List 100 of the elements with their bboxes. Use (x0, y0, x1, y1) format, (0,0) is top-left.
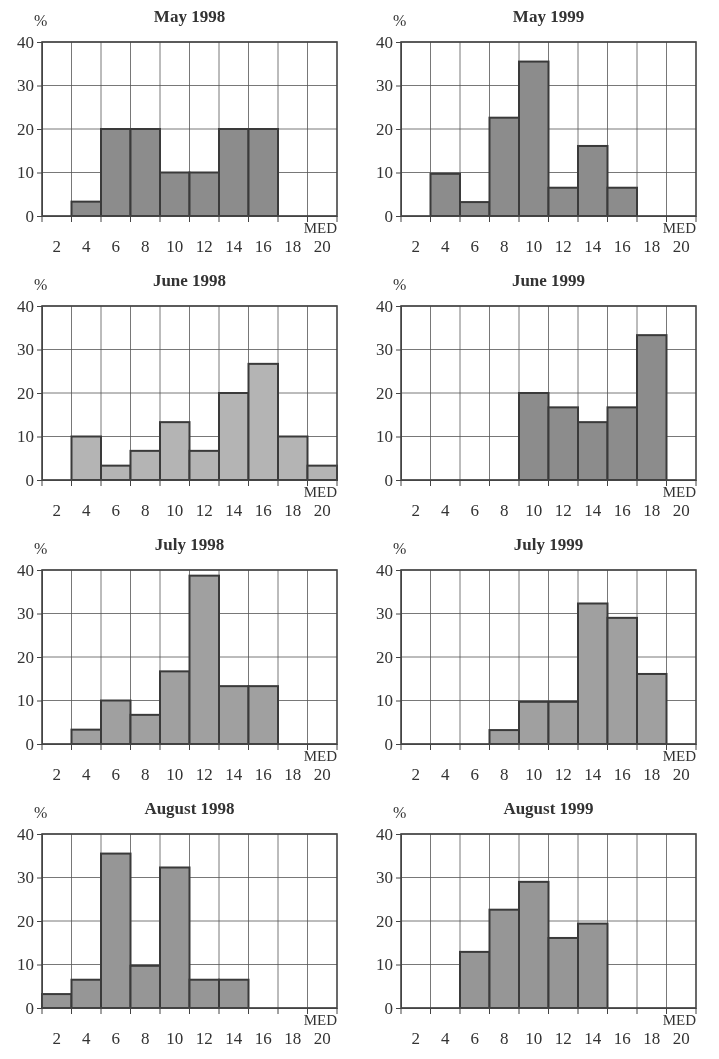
y-tick-label: 10 (376, 955, 393, 975)
y-tick-label: 30 (376, 76, 393, 96)
y-tick-label: 20 (376, 119, 393, 139)
y-tick-label: 0 (384, 998, 393, 1018)
chart-title: May 1998 (153, 7, 226, 26)
x-tick-label: 8 (141, 1029, 150, 1049)
x-tick-label: 20 (313, 501, 331, 521)
y-tick-label: 20 (376, 911, 393, 931)
x-axis-title: MED (662, 484, 697, 500)
x-tick-label: 6 (111, 501, 120, 521)
x-tick-label: 10 (166, 765, 184, 785)
y-tick-label: 40 (376, 296, 393, 316)
y-tick-label: 20 (17, 383, 34, 403)
x-tick-label: 10 (525, 237, 543, 257)
x-axis-title: MED (303, 220, 338, 236)
x-tick-label: 6 (470, 1029, 479, 1049)
x-tick-label: 14 (225, 765, 243, 785)
x-tick-label: 20 (672, 1029, 690, 1049)
chart-title: June 1999 (511, 271, 586, 290)
x-tick-label: 18 (284, 765, 302, 785)
y-tick-label: 30 (376, 868, 393, 888)
x-tick-label: 14 (584, 501, 602, 521)
x-tick-label: 14 (225, 237, 243, 257)
x-axis-title: MED (662, 220, 697, 236)
x-tick-label: 18 (643, 237, 661, 257)
y-tick-label: 0 (25, 470, 34, 490)
x-tick-label: 8 (141, 765, 150, 785)
x-tick-label: 10 (525, 1029, 543, 1049)
x-axis-title: MED (303, 484, 338, 500)
y-tick-label: 0 (384, 734, 393, 754)
x-tick-label: 4 (82, 501, 91, 521)
y-axis-title: % (393, 12, 407, 29)
y-tick-label: 30 (376, 604, 393, 624)
x-tick-label: 20 (313, 237, 331, 257)
x-tick-label: 8 (500, 765, 509, 785)
x-tick-label: 6 (111, 1029, 120, 1049)
x-tick-label: 16 (613, 1029, 631, 1049)
y-tick-label: 20 (376, 383, 393, 403)
x-tick-label: 12 (554, 1029, 572, 1049)
x-tick-label: 14 (584, 237, 602, 257)
x-tick-label: 20 (313, 1029, 331, 1049)
y-tick-label: 10 (376, 163, 393, 183)
y-tick-label: 40 (17, 32, 34, 52)
x-tick-label: 2 (411, 765, 420, 785)
x-tick-label: 18 (284, 1029, 302, 1049)
y-axis-title: % (393, 540, 407, 557)
x-tick-label: 8 (141, 237, 150, 257)
x-tick-label: 10 (525, 501, 543, 521)
y-tick-label: 20 (17, 647, 34, 667)
y-tick-label: 0 (25, 998, 34, 1018)
x-tick-label: 8 (141, 501, 150, 521)
x-tick-label: 8 (500, 1029, 509, 1049)
x-tick-label: 16 (613, 501, 631, 521)
y-tick-label: 0 (384, 206, 393, 226)
chart-title: August 1998 (144, 799, 235, 818)
y-tick-label: 0 (25, 734, 34, 754)
x-tick-label: 6 (470, 237, 479, 257)
x-tick-label: 4 (82, 1029, 91, 1049)
x-tick-label: 20 (672, 501, 690, 521)
x-axis-title: MED (662, 748, 697, 764)
x-tick-label: 12 (554, 501, 572, 521)
y-tick-label: 40 (17, 560, 34, 580)
y-axis-title: % (393, 804, 407, 821)
chart-title: May 1999 (512, 7, 585, 26)
y-tick-label: 30 (376, 340, 393, 360)
x-tick-label: 18 (643, 765, 661, 785)
x-axis-title: MED (303, 748, 338, 764)
y-tick-label: 10 (376, 691, 393, 711)
y-tick-label: 40 (376, 32, 393, 52)
y-tick-label: 30 (17, 604, 34, 624)
x-tick-label: 12 (195, 501, 213, 521)
x-tick-label: 2 (411, 501, 420, 521)
y-tick-label: 20 (17, 119, 34, 139)
y-tick-label: 10 (376, 427, 393, 447)
y-tick-label: 10 (17, 427, 34, 447)
x-tick-label: 6 (470, 765, 479, 785)
y-tick-label: 40 (17, 296, 34, 316)
x-tick-label: 2 (52, 237, 61, 257)
x-tick-label: 10 (166, 501, 184, 521)
x-tick-label: 2 (411, 1029, 420, 1049)
x-tick-label: 8 (500, 501, 509, 521)
y-tick-label: 40 (376, 560, 393, 580)
x-tick-label: 14 (225, 501, 243, 521)
chart-title: July 1998 (154, 535, 225, 554)
y-tick-label: 10 (17, 955, 34, 975)
x-tick-label: 4 (441, 237, 450, 257)
x-tick-label: 8 (500, 237, 509, 257)
y-tick-label: 40 (17, 824, 34, 844)
x-tick-label: 16 (613, 765, 631, 785)
x-tick-label: 12 (195, 765, 213, 785)
x-tick-label: 4 (441, 765, 450, 785)
x-tick-label: 12 (195, 237, 213, 257)
y-tick-label: 30 (17, 340, 34, 360)
y-tick-label: 30 (17, 76, 34, 96)
x-tick-label: 6 (111, 237, 120, 257)
x-tick-label: 18 (643, 501, 661, 521)
x-tick-label: 16 (613, 237, 631, 257)
x-axis-title: MED (303, 1012, 338, 1028)
x-tick-label: 14 (584, 1029, 602, 1049)
y-tick-label: 30 (17, 868, 34, 888)
